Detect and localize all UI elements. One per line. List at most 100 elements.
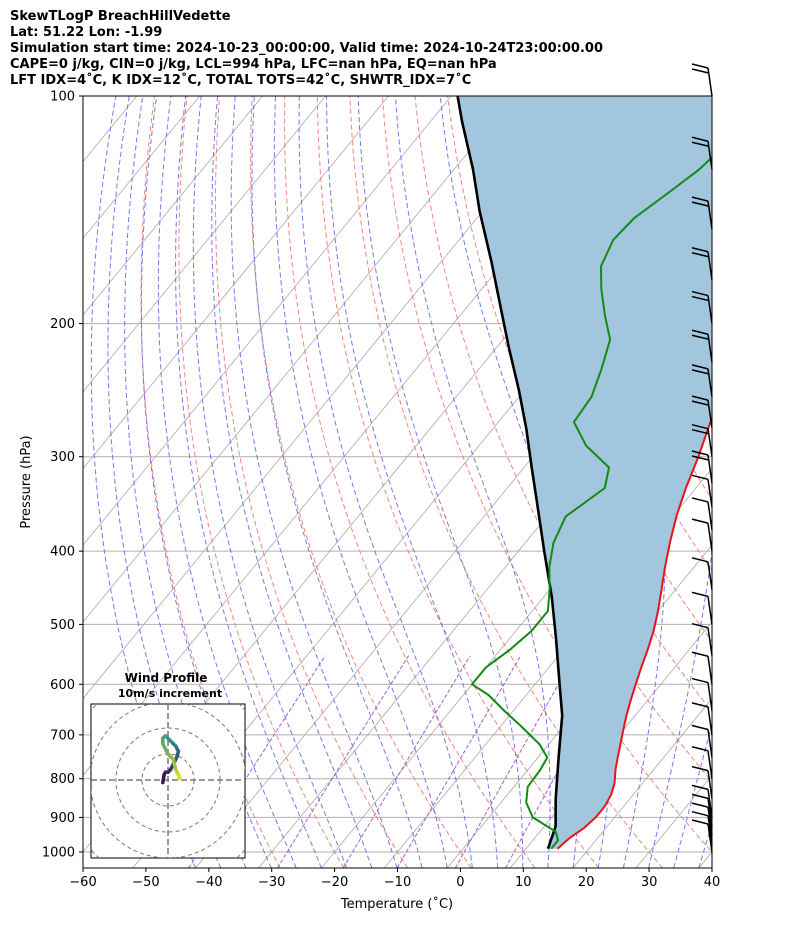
barb-staff [707,596,713,625]
barb-flag [691,295,709,302]
wind-barb [691,802,713,836]
dry-adiabat [214,96,409,868]
dry-adiabat [283,96,536,868]
barb-staff [707,823,713,853]
x-tick-label: −50 [132,875,159,890]
dry-adiabat [773,96,794,868]
barb-staff [707,67,713,97]
isotherm--110 [83,96,389,470]
wind-barb [691,395,713,429]
cape-shading [457,96,712,849]
wind-barb [691,793,713,827]
hodograph-subtitle: 10m/s increment [118,687,222,700]
moist-adiabat [175,96,322,868]
dry-adiabat [741,96,794,868]
wind-barb [691,765,713,799]
y-axis-label: Pressure (hPa) [19,435,34,528]
barb-flag [691,677,709,684]
mixing-ratio-line [454,655,576,868]
moist-adiabat [157,96,297,868]
barb-staff [707,807,713,836]
barb-flag [691,196,709,202]
barb-staff [707,479,713,508]
barb-staff [707,815,713,844]
isotherm--10 [384,467,712,868]
x-tick-label: −10 [384,875,411,890]
wind-barb [691,364,713,397]
x-tick-label: 30 [641,875,658,890]
y-tick-label: 900 [50,811,75,826]
isotherm--130 [83,96,263,316]
barb-flag [691,474,709,481]
wind-barb [691,784,713,818]
parcel-profile [456,96,564,850]
isotherm--100 [83,96,452,546]
barb-flag [691,557,709,563]
barb-flag [691,518,709,524]
barb-flag [691,329,709,335]
barb-flag [691,591,709,598]
isotherm-40 [698,851,712,868]
isotherm--80 [83,96,578,700]
wind-barb [691,591,713,625]
moist-adiabat [298,96,473,868]
barb-staff [707,561,713,590]
barb-flag [691,252,709,258]
moist-adiabat [395,96,551,868]
barb-staff [707,706,713,735]
wind-barb [691,450,713,484]
y-tick-label: 800 [50,772,75,787]
barb-staff [707,501,713,531]
location-line: Lat: 51.22 Lon: -1.99 [10,25,163,40]
barb-flag [691,290,709,297]
barb-flag [691,651,709,657]
wind-barb [691,329,713,363]
barb-flag [691,819,709,825]
barb-staff [707,523,713,552]
x-tick-label: −60 [69,875,96,890]
isotherm--160 [0,96,74,868]
hodograph-title: Wind Profile [125,671,208,685]
barb-staff [707,798,713,827]
wind-barb [691,196,713,230]
wind-barb [691,497,713,531]
barb-flag [691,63,709,69]
dewpoint-profile [471,155,712,850]
barb-flag [691,141,709,147]
moist-adiabat [140,96,272,868]
barb-flag [691,765,709,772]
barb-flag [691,622,709,629]
y-tick-label: 100 [50,90,75,105]
wind-barb [691,63,713,97]
barb-flag [691,423,709,430]
barb-flag [691,201,709,207]
barb-flag [691,450,709,456]
wind-barb [691,810,713,844]
barb-staff [707,682,713,711]
barb-staff [707,789,713,818]
x-tick-label: 10 [515,875,532,890]
barb-flag [691,136,709,142]
dry-adiabat [349,96,664,868]
mixing-ratio-line [342,655,471,868]
y-tick-label: 500 [50,618,75,633]
barb-staff [707,770,713,799]
y-tick-label: 600 [50,678,75,693]
mixing-ratio-line [276,655,410,868]
wind-barb [691,745,713,779]
isotherm--90 [83,96,515,623]
barb-staff [707,428,713,457]
wind-barb [691,136,713,170]
time-line: Simulation start time: 2024-10-23_00:00:… [10,41,603,56]
x-tick-label: −30 [258,875,285,890]
barb-flag [691,745,709,752]
y-tick-label: 300 [50,450,75,465]
isotherm--120 [83,96,326,393]
barb-flag [691,793,709,800]
barb-flag [691,724,709,731]
y-tick-label: 200 [50,317,75,332]
barb-flag [691,369,709,375]
barb-flag [691,364,709,370]
y-tick-label: 1000 [42,845,75,860]
isotherm--140 [83,96,201,239]
